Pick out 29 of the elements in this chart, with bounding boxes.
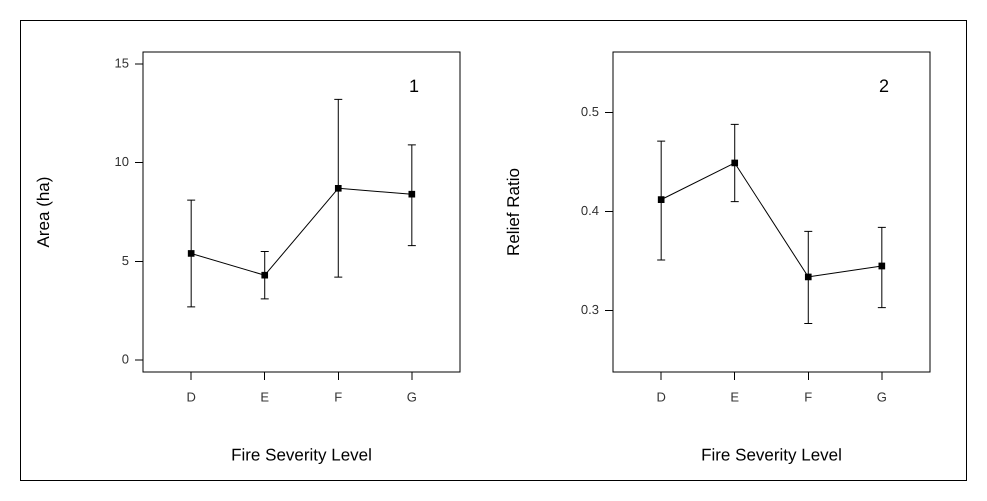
y-tick-label: 10 (114, 154, 129, 170)
y-tick-label: 5 (122, 252, 129, 268)
x-tick-label: D (186, 389, 196, 404)
y-tick-label: 0.5 (580, 104, 599, 120)
x-tick-label: G (876, 389, 887, 404)
y-tick-label: 0.3 (580, 302, 599, 318)
x-tick-label: F (804, 389, 812, 404)
point (261, 272, 268, 279)
y-axis-title: Area (ha) (34, 176, 53, 248)
point (731, 160, 738, 166)
point (188, 250, 195, 257)
y-tick-label: 0.4 (580, 203, 599, 218)
y-axis-title: Relief Ratio (504, 168, 523, 256)
point (658, 196, 665, 203)
y-tick-label: 15 (114, 55, 129, 70)
annotation: 2 (878, 76, 890, 96)
x-axis-title: Fire Severity Level (701, 445, 842, 464)
point (878, 262, 886, 270)
y-tick-label: 0 (122, 352, 129, 367)
annotation: 1 (408, 76, 420, 96)
x-axis-title: Fire Severity Level (231, 445, 372, 464)
point (804, 274, 812, 280)
x-tick-label: G (406, 389, 417, 404)
point (334, 184, 342, 192)
x-tick-label: E (260, 389, 270, 404)
point (408, 190, 416, 198)
x-tick-label: F (334, 389, 342, 404)
x-tick-label: E (730, 389, 740, 404)
x-tick-label: D (656, 389, 666, 404)
